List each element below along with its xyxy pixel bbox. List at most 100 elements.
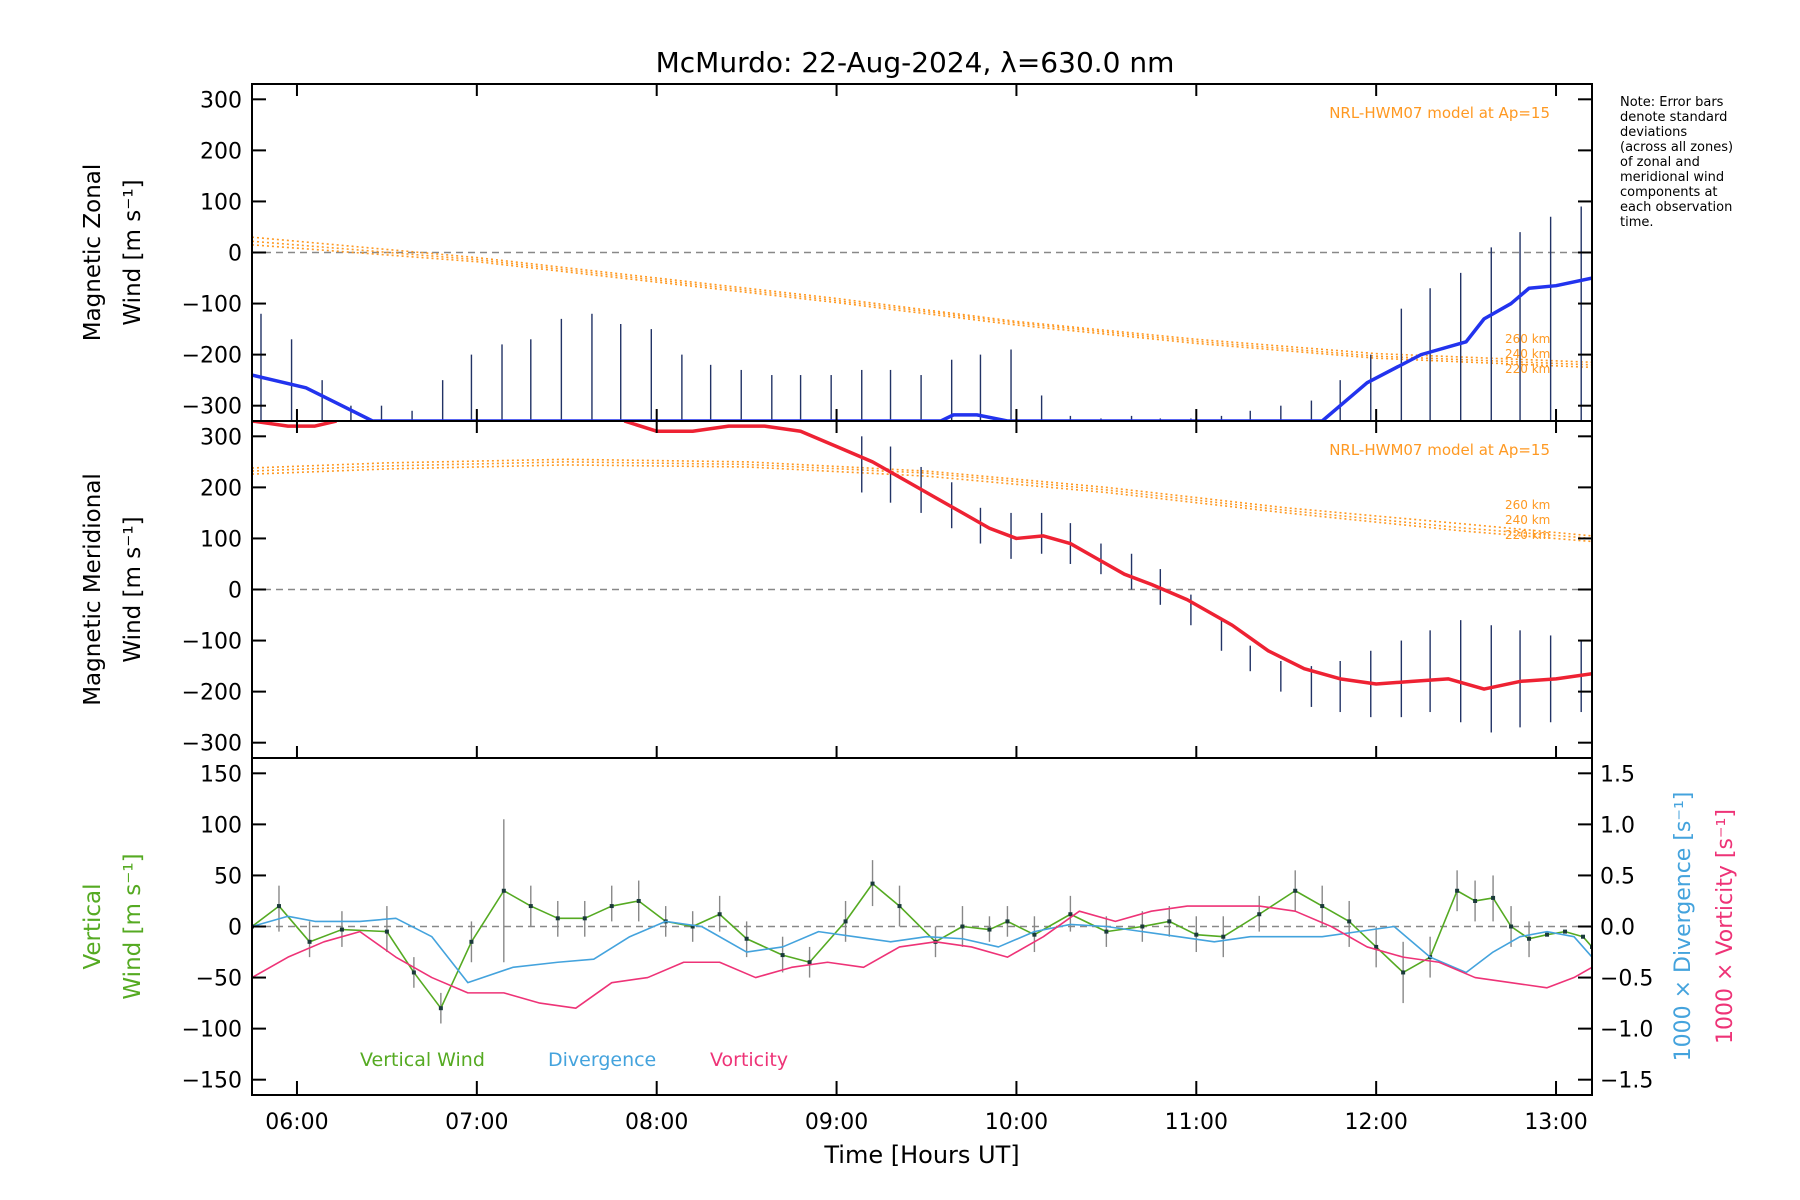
vertical-ytick-label: 50 <box>214 864 242 889</box>
vertical-ytick-label: 0 <box>228 916 242 941</box>
vertical-ytick-label: 100 <box>200 813 242 838</box>
vertical-wind-point <box>1509 924 1514 929</box>
vertical-wind-point <box>744 936 749 941</box>
vertical-wind-point <box>384 929 389 934</box>
vertical-wind-point <box>690 924 695 929</box>
zonal-model-curve <box>252 244 1592 369</box>
vorticity-axis-label: 1000 × Vorticity [s⁻¹] <box>1713 809 1738 1044</box>
divergence-line <box>252 915 1592 984</box>
zonal-panel: 300 200 100 0 −100 −200 −300 Magnetic Zonal Wind… <box>80 83 1593 422</box>
zonal-ytick-label: 100 <box>200 190 242 215</box>
zonal-model-curve <box>252 236 1592 364</box>
vertical-ylabel-line2: Wind [m s⁻¹] <box>120 853 146 999</box>
zonal-model-height-label: 220 km <box>1505 362 1550 376</box>
y2tick-label: 0.5 <box>1600 864 1635 889</box>
zonal-plot-area <box>252 206 1592 421</box>
zonal-ytick-label: 300 <box>200 88 242 113</box>
zonal-ytick-label: 0 <box>228 242 242 267</box>
zonal-model-label: NRL-HWM07 model at Ap=15 <box>1329 104 1550 122</box>
meridional-panel: 300 200 100 0 −100 −200 −300 Magnetic Meridiona… <box>80 420 1593 759</box>
zonal-ytick-label: −200 <box>182 344 242 369</box>
vertical-wind-point <box>960 924 965 929</box>
vertical-ytick-label: −100 <box>182 1018 242 1043</box>
vertical-wind-point <box>1581 934 1586 939</box>
xtick-label: 07:00 <box>445 1110 508 1135</box>
vertical-ytick-label: −150 <box>182 1069 242 1094</box>
meridional-model-curve <box>252 464 1592 543</box>
y2tick-label: −1.5 <box>1600 1069 1653 1094</box>
error-bar-note: Note: Error bars denote standard deviati… <box>1620 95 1734 230</box>
vertical-wind-point <box>1374 944 1379 949</box>
vertical-wind-point <box>1401 970 1406 975</box>
zonal-series-line <box>252 276 1592 421</box>
divergence-axis-label: 1000 × Divergence [s⁻¹] <box>1671 792 1696 1062</box>
zonal-model-height-label: 260 km <box>1505 332 1550 346</box>
vertical-wind-point <box>339 927 344 932</box>
vertical-ytick-label: 150 <box>200 762 242 787</box>
vorticity-line <box>252 905 1592 1009</box>
vertical-wind-point <box>1104 929 1109 934</box>
meridional-series-line <box>623 421 1592 691</box>
zonal-model-curve <box>252 240 1592 366</box>
vertical-wind-point <box>1068 912 1073 917</box>
meridional-ylabel-line2: Wind [m s⁻¹] <box>120 516 146 662</box>
chart-title: McMurdo: 22-Aug-2024, λ=630.0 nm <box>656 46 1175 79</box>
zonal-ytick-label: 200 <box>200 139 242 164</box>
meridional-model-height-label: 240 km <box>1505 513 1550 527</box>
meridional-ytick-label: −300 <box>182 732 242 757</box>
vertical-panel: 150 100 50 0 −50 −100 −150 Vertical Wind [m s⁻¹]… <box>80 757 1738 1169</box>
vertical-wind-point <box>1257 912 1262 917</box>
legend-item: Vertical Wind <box>360 1049 485 1071</box>
vertical-wind-point <box>1167 919 1172 924</box>
meridional-ytick-label: 300 <box>200 425 242 450</box>
xtick-label: 12:00 <box>1344 1110 1407 1135</box>
zonal-ylabel-line1: Magnetic Zonal <box>80 164 106 342</box>
meridional-ylabel-line1: Magnetic Meridional <box>80 473 106 706</box>
vertical-wind-point <box>1347 919 1352 924</box>
vertical-wind-point <box>1455 888 1460 893</box>
vertical-wind-point <box>1320 904 1325 909</box>
vertical-wind-point <box>1293 888 1298 893</box>
meridional-plot-area <box>252 421 1592 733</box>
meridional-ytick-label: 0 <box>228 579 242 604</box>
meridional-ytick-label: −100 <box>182 630 242 655</box>
vertical-wind-point <box>1194 932 1199 937</box>
y2tick-label: 1.5 <box>1600 762 1635 787</box>
xtick-label: 06:00 <box>265 1110 328 1135</box>
vertical-wind-point <box>469 939 474 944</box>
meridional-model-height-label: 260 km <box>1505 498 1550 512</box>
vertical-wind-point <box>780 953 785 958</box>
vertical-wind-point <box>843 919 848 924</box>
meridional-series-line <box>252 421 337 428</box>
meridional-model-curve <box>252 458 1592 537</box>
vertical-wind-point <box>555 916 560 921</box>
vertical-wind-point <box>897 904 902 909</box>
x-axis-label: Time [Hours UT] <box>823 1141 1019 1169</box>
vertical-wind-point <box>1005 919 1010 924</box>
vertical-wind-point <box>1545 932 1550 937</box>
y2tick-label: 0.0 <box>1600 916 1635 941</box>
vertical-wind-point <box>1491 895 1496 900</box>
xtick-label: 08:00 <box>625 1110 688 1135</box>
vertical-wind-point <box>528 904 533 909</box>
meridional-model-label: NRL-HWM07 model at Ap=15 <box>1329 441 1550 459</box>
y2tick-label: −1.0 <box>1600 1018 1653 1043</box>
vertical-wind-point <box>807 960 812 965</box>
meridional-ytick-label: 100 <box>200 527 242 552</box>
meridional-ytick-label: 200 <box>200 476 242 501</box>
y2tick-label: −0.5 <box>1600 967 1653 992</box>
panels-group: 300 200 100 0 −100 −200 −300 Magnetic Zonal Wind… <box>80 83 1738 1169</box>
vertical-wind-point <box>1527 936 1532 941</box>
zonal-ytick-label: −300 <box>182 395 242 420</box>
zonal-ylabel-line2: Wind [m s⁻¹] <box>120 179 146 325</box>
meridional-ytick-label: −200 <box>182 681 242 706</box>
vertical-wind-point <box>1563 929 1568 934</box>
vertical-plot-area <box>252 819 1592 1024</box>
xtick-label: 09:00 <box>805 1110 868 1135</box>
vertical-wind-point <box>609 904 614 909</box>
meridional-model-curve <box>252 461 1592 540</box>
vertical-wind-point <box>870 881 875 886</box>
y2tick-label: 1.0 <box>1600 813 1635 838</box>
vertical-wind-point <box>411 970 416 975</box>
